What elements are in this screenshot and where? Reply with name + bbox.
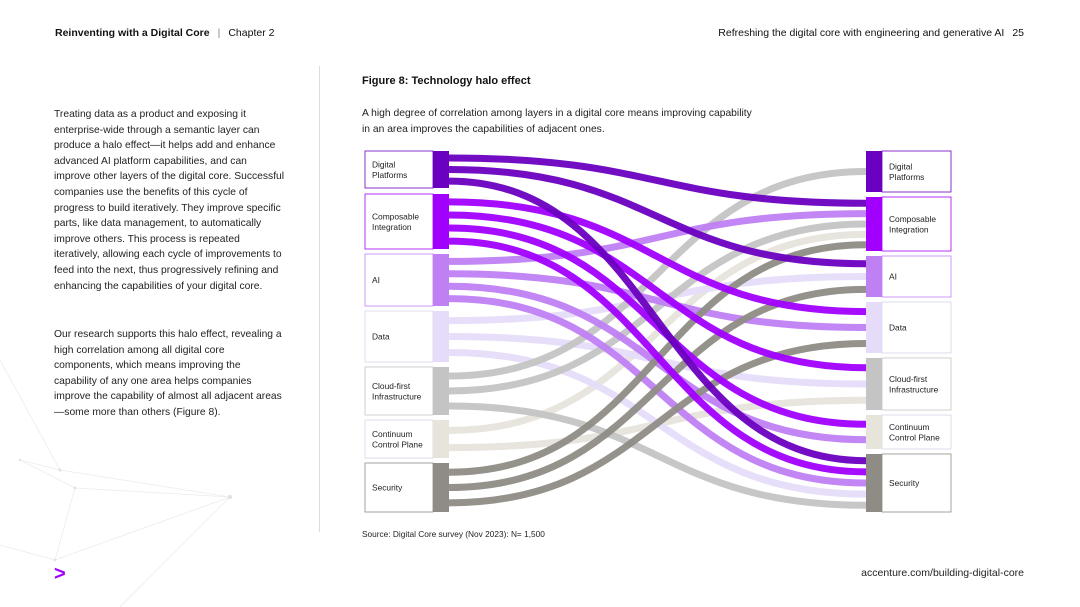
left-node-label: Data bbox=[372, 332, 390, 342]
link-cf-to-dp bbox=[448, 168, 867, 380]
right-node-box bbox=[881, 301, 952, 354]
left-node-box bbox=[364, 193, 434, 250]
right-node-label: Infrastructure bbox=[889, 384, 939, 394]
left-node-bar bbox=[433, 463, 449, 512]
footer-link[interactable]: accenture.com/building-digital-core bbox=[861, 567, 1024, 579]
left-node-box bbox=[364, 253, 434, 307]
document-title: Reinventing with a Digital Core bbox=[55, 27, 210, 39]
left-node-label: Infrastructure bbox=[372, 391, 422, 401]
left-node-se: Security bbox=[364, 462, 449, 513]
left-node-bar bbox=[433, 420, 449, 458]
right-node-bar bbox=[866, 454, 882, 512]
right-node-bar bbox=[866, 197, 882, 251]
right-node-bar bbox=[866, 151, 882, 192]
right-node-box bbox=[881, 196, 952, 252]
link-ci-to-cf bbox=[448, 211, 867, 372]
figure-description: A high degree of correlation among layer… bbox=[362, 108, 752, 135]
link-ai-to-da bbox=[448, 270, 867, 331]
link-se-to-ai bbox=[448, 285, 867, 491]
left-node-label: Continuum bbox=[372, 429, 413, 439]
link-se-to-da bbox=[448, 339, 867, 507]
nodes-layer: DigitalPlatformsComposableIntegrationAID… bbox=[364, 150, 952, 513]
right-node-box bbox=[881, 357, 952, 411]
link-dp-to-ai bbox=[448, 166, 867, 268]
left-node-label: Digital bbox=[372, 159, 395, 169]
left-node-label: Platforms bbox=[372, 170, 407, 180]
page-number: 25 bbox=[1012, 27, 1024, 39]
body-paragraph-2: Our research supports this halo effect, … bbox=[54, 329, 282, 418]
header-separator: | bbox=[217, 27, 221, 39]
section-title: Refreshing the digital core with enginee… bbox=[718, 27, 1005, 39]
link-ai-to-ci bbox=[448, 210, 867, 265]
link-cf-to-se bbox=[448, 402, 867, 509]
left-node-bar bbox=[433, 151, 449, 188]
link-ci-to-se bbox=[448, 237, 867, 476]
left-node-box bbox=[364, 310, 434, 363]
right-node-se: Security bbox=[866, 453, 952, 513]
left-node-da: Data bbox=[364, 310, 449, 363]
left-node-bar bbox=[433, 367, 449, 415]
right-node-label: Control Plane bbox=[889, 432, 940, 442]
left-node-box bbox=[364, 419, 434, 459]
left-node-label: AI bbox=[372, 275, 380, 285]
right-node-bar bbox=[866, 256, 882, 297]
left-node-label: Security bbox=[372, 483, 403, 493]
left-node-bar bbox=[433, 311, 449, 362]
left-node-box bbox=[364, 366, 434, 416]
link-cc-to-ci bbox=[448, 230, 867, 434]
figure-title: Figure 8: Technology halo effect bbox=[362, 75, 531, 87]
right-node-label: Data bbox=[889, 323, 907, 333]
right-node-label: Continuum bbox=[889, 422, 930, 432]
chapter-label: Chapter 2 bbox=[228, 27, 275, 39]
left-node-box bbox=[364, 462, 434, 513]
right-node-bar bbox=[866, 415, 882, 449]
left-node-label: Cloud-first bbox=[372, 381, 411, 391]
right-node-label: AI bbox=[889, 272, 897, 282]
left-node-label: Control Plane bbox=[372, 439, 423, 449]
links-layer bbox=[448, 154, 867, 509]
accenture-logo-icon: > bbox=[54, 563, 66, 585]
left-node-bar bbox=[433, 254, 449, 306]
figure-source: Source: Digital Core survey (Nov 2023): … bbox=[362, 529, 545, 539]
link-dp-to-se bbox=[448, 177, 867, 465]
right-node-label: Cloud-first bbox=[889, 374, 928, 384]
left-node-ai: AI bbox=[364, 253, 449, 307]
right-node-label: Digital bbox=[889, 161, 912, 171]
right-node-box bbox=[881, 414, 952, 450]
right-node-ai: AI bbox=[866, 255, 952, 298]
link-ci-to-da bbox=[448, 198, 867, 316]
right-node-label: Integration bbox=[889, 224, 929, 234]
link-cf-to-ci bbox=[448, 220, 867, 395]
left-node-bar bbox=[433, 194, 449, 249]
right-node-da: Data bbox=[866, 301, 952, 354]
left-node-label: Integration bbox=[372, 222, 412, 232]
right-node-label: Platforms bbox=[889, 172, 924, 182]
left-node-label: Composable bbox=[372, 211, 419, 221]
header-right: Refreshing the digital core with enginee… bbox=[718, 27, 1024, 39]
body-paragraph-1: Treating data as a product and exposing … bbox=[54, 109, 285, 292]
column-divider bbox=[319, 66, 320, 532]
left-node-box bbox=[364, 150, 434, 189]
right-node-label: Composable bbox=[889, 214, 936, 224]
header-left: Reinventing with a Digital Core | Chapter … bbox=[55, 27, 274, 39]
right-node-bar bbox=[866, 358, 882, 410]
link-dp-to-ci bbox=[448, 154, 867, 207]
right-node-label: Security bbox=[889, 478, 920, 488]
right-node-bar bbox=[866, 302, 882, 353]
right-node-box bbox=[881, 150, 952, 193]
